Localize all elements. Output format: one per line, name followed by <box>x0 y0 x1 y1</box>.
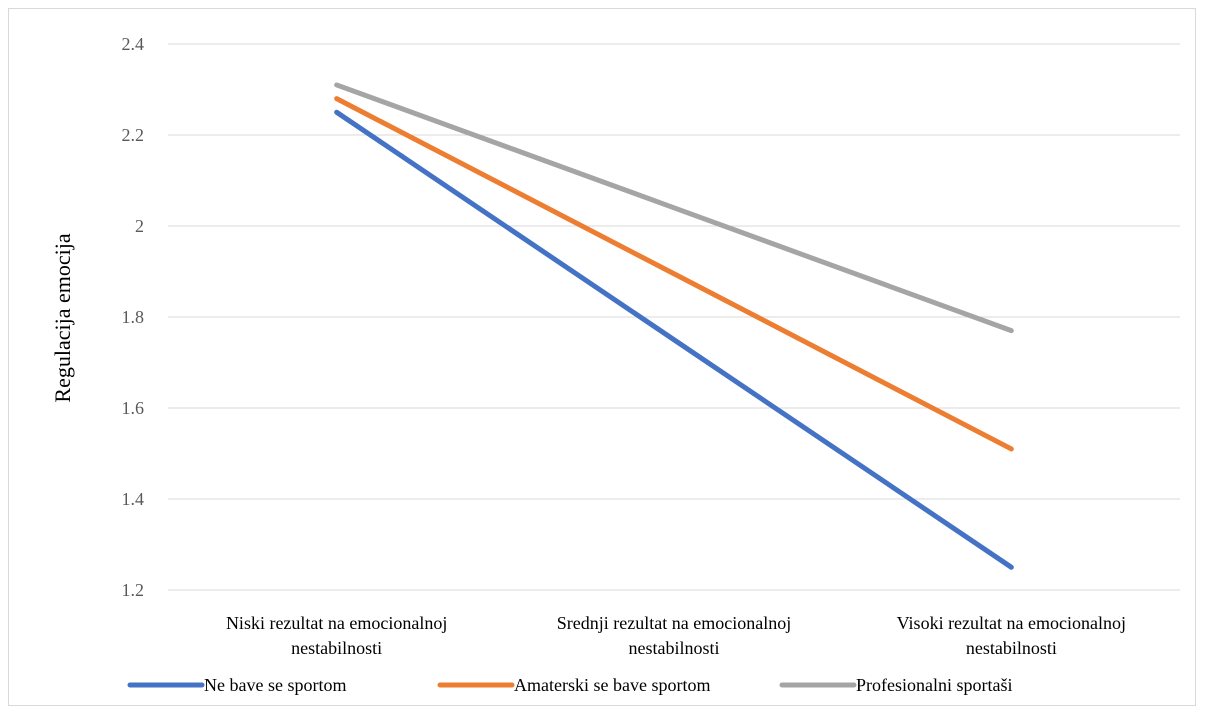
y-tick-label: 2 <box>135 216 144 236</box>
x-category-label: nestabilnosti <box>629 638 720 658</box>
y-tick-label: 1.8 <box>122 307 145 327</box>
y-tick-label: 2.2 <box>122 125 145 145</box>
y-tick-label: 1.6 <box>122 398 145 418</box>
legend: Ne bave se sportom Amaterski se bave spor… <box>130 675 1012 695</box>
y-tick-label: 1.4 <box>122 489 145 509</box>
y-tick-label: 1.2 <box>122 580 145 600</box>
x-category-label: Srednji rezultat na emocionalnoj <box>557 613 791 633</box>
x-category-label: Niski rezultat na emocionalnoj <box>226 613 447 633</box>
y-tick-label: 2.4 <box>122 34 145 54</box>
x-category-label: nestabilnosti <box>291 638 382 658</box>
series-line-2 <box>337 99 1012 449</box>
gridlines <box>168 44 1180 590</box>
series-line-3 <box>337 85 1012 331</box>
y-axis-ticks: 1.2 1.4 1.6 1.8 2 2.2 2.4 <box>122 34 145 600</box>
legend-label: Profesionalni sportaši <box>856 675 1012 695</box>
x-axis-categories: Niski rezultat na emocionalnoj nestabilno… <box>226 613 1126 658</box>
x-category-label: nestabilnosti <box>966 638 1057 658</box>
x-category-label: Visoki rezultat na emocionalnoj <box>897 613 1126 633</box>
series-lines <box>337 85 1012 567</box>
legend-label: Amaterski se bave sportom <box>514 675 710 695</box>
legend-label: Ne bave se sportom <box>204 675 346 695</box>
y-axis-title: Regulacija emocija <box>50 233 75 402</box>
